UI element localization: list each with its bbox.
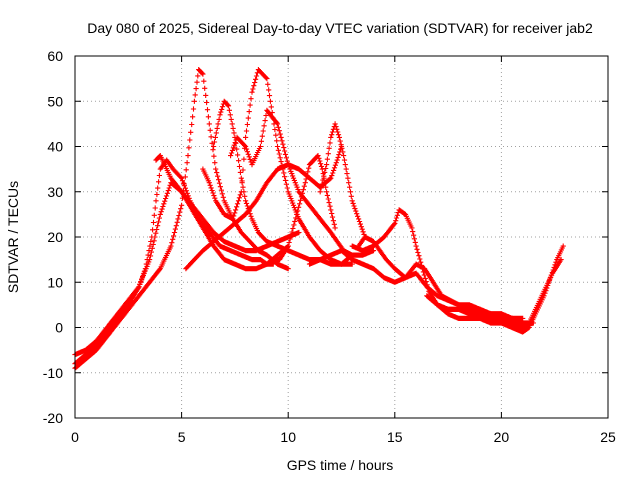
y-tick-label: -20 <box>43 410 63 426</box>
x-tick-label: 25 <box>600 429 616 445</box>
x-tick-label: 20 <box>494 429 510 445</box>
series-trace-13 <box>356 234 536 326</box>
data-points <box>349 207 526 326</box>
data-points <box>356 234 536 326</box>
data-points <box>434 257 564 331</box>
data-points <box>270 153 338 263</box>
x-tick-label: 10 <box>280 429 296 445</box>
chart-title: Day 080 of 2025, Sidereal Day-to-day VTE… <box>87 20 593 36</box>
x-tick-label: 0 <box>71 429 79 445</box>
y-tick-label: 60 <box>47 48 63 64</box>
series-trace-10 <box>317 121 368 240</box>
series-trace-9 <box>270 153 338 263</box>
y-tick-label: 10 <box>47 274 63 290</box>
series-trace-15 <box>434 257 564 331</box>
y-axis-label: SDTVAR / TECUs <box>5 181 21 293</box>
series-trace-12 <box>349 207 526 326</box>
y-tick-label: 40 <box>47 139 63 155</box>
data-points <box>200 67 355 267</box>
y-tick-label: 0 <box>55 320 63 336</box>
plot-area <box>72 67 566 371</box>
x-tick-label: 5 <box>178 429 186 445</box>
data-points <box>317 121 368 240</box>
data-points <box>228 107 377 258</box>
series-trace-7 <box>200 67 355 267</box>
series-trace-8 <box>228 107 377 258</box>
x-axis-label: GPS time / hours <box>287 457 394 473</box>
x-tick-label: 15 <box>387 429 403 445</box>
y-tick-label: 50 <box>47 93 63 109</box>
series-trace-11 <box>306 248 526 321</box>
data-points <box>306 248 526 321</box>
axis-ticks: 0 5 10 15 20 25 -20 -10 0 10 20 30 40 50 60 <box>43 48 616 445</box>
y-tick-label: -10 <box>43 365 63 381</box>
y-tick-label: 20 <box>47 229 63 245</box>
y-tick-label: 30 <box>47 184 63 200</box>
